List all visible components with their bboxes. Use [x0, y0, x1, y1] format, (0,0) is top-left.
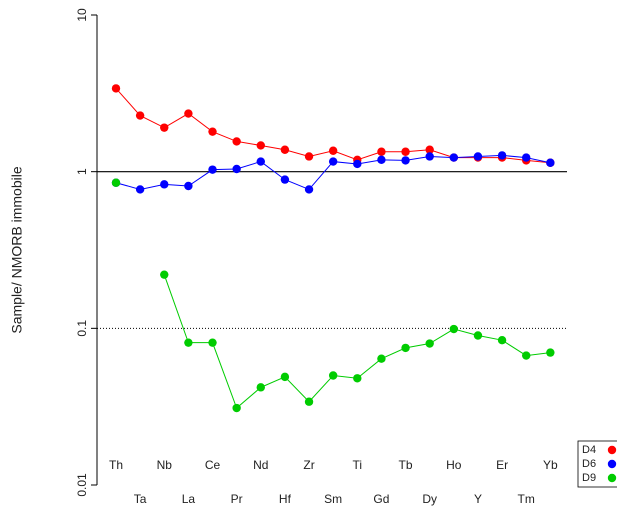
- data-point: [304, 152, 314, 161]
- legend-label: D4: [582, 444, 596, 456]
- data-point: [280, 175, 290, 184]
- data-point: [111, 178, 121, 187]
- data-point: [377, 354, 386, 363]
- data-point: [280, 145, 290, 154]
- data-point: [304, 185, 314, 194]
- data-point: [425, 145, 434, 154]
- legend-label: D6: [582, 458, 596, 470]
- data-point: [377, 155, 386, 165]
- data-point: [208, 127, 217, 136]
- data-point: [353, 159, 362, 169]
- y-tick-label: 0.1: [75, 320, 89, 337]
- y-tick-label: 10: [75, 8, 89, 22]
- data-point: [328, 371, 338, 380]
- legend-label: D9: [582, 472, 596, 484]
- data-point: [546, 348, 555, 357]
- data-point: [328, 146, 338, 155]
- data-point: [353, 374, 362, 383]
- data-point: [160, 270, 169, 279]
- data-point: [401, 147, 410, 156]
- data-point: [232, 164, 241, 174]
- x-tick-label: Nb: [157, 458, 173, 472]
- x-tick-label: Yb: [543, 458, 558, 472]
- data-point: [256, 383, 265, 392]
- data-point: [522, 153, 531, 162]
- data-point: [401, 156, 410, 165]
- data-point: [425, 339, 434, 348]
- data-point: [111, 84, 121, 93]
- x-tick-label: Tb: [399, 458, 413, 472]
- data-point: [232, 137, 241, 146]
- data-point: [449, 153, 459, 162]
- y-axis-label: Sample/ NMORB immobile: [9, 166, 25, 333]
- data-point: [473, 331, 483, 340]
- data-point: [546, 158, 555, 167]
- data-point: [522, 351, 531, 360]
- data-point: [208, 338, 217, 347]
- data-point: [425, 152, 434, 161]
- data-point: [473, 152, 483, 161]
- data-point: [232, 403, 241, 413]
- data-point: [401, 343, 410, 353]
- x-tick-label: Y: [474, 492, 482, 506]
- legend-marker: [607, 473, 617, 483]
- data-point: [135, 111, 145, 120]
- x-tick-label: La: [182, 492, 196, 506]
- data-point: [328, 157, 338, 166]
- x-tick-label: Hf: [279, 492, 292, 506]
- data-point: [160, 180, 169, 189]
- x-tick-label: Tm: [518, 492, 535, 506]
- data-point: [304, 397, 314, 406]
- legend-marker: [607, 459, 617, 469]
- x-tick-label: Ce: [205, 458, 221, 472]
- x-tick-label: Th: [109, 458, 123, 472]
- legend-marker: [607, 445, 617, 455]
- x-tick-label: Ho: [446, 458, 462, 472]
- data-point: [256, 157, 265, 166]
- data-point: [449, 324, 459, 334]
- x-tick-label: Zr: [303, 458, 314, 472]
- data-point: [135, 185, 145, 194]
- series-line: [163, 274, 551, 409]
- x-tick-label: Sm: [324, 492, 342, 506]
- data-point: [184, 109, 193, 118]
- x-tick-label: Dy: [422, 492, 437, 506]
- y-tick-label: 0.01: [75, 473, 89, 497]
- x-tick-label: Gd: [373, 492, 389, 506]
- data-point: [208, 165, 217, 174]
- y-tick-label: 1: [75, 168, 89, 175]
- data-point: [256, 141, 265, 150]
- data-point: [280, 372, 290, 382]
- data-point: [497, 151, 507, 160]
- data-point: [377, 147, 386, 156]
- x-tick-label: Pr: [231, 492, 243, 506]
- x-tick-label: Nd: [253, 458, 268, 472]
- data-point: [160, 123, 169, 132]
- x-tick-label: Ta: [134, 492, 147, 506]
- data-point: [184, 338, 193, 347]
- x-tick-label: Ti: [353, 458, 363, 472]
- data-point: [497, 335, 507, 345]
- data-point: [184, 181, 193, 191]
- x-tick-label: Er: [496, 458, 508, 472]
